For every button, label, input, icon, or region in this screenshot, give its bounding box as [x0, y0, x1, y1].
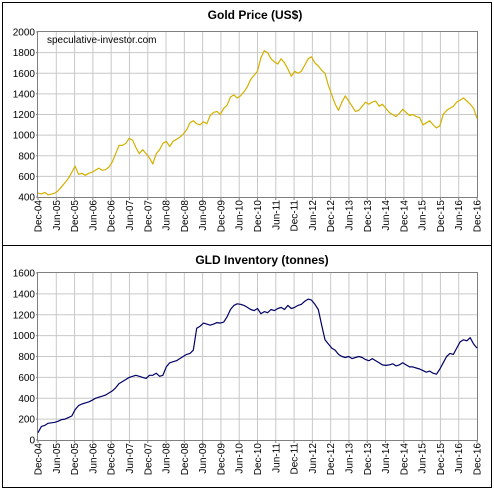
x-tick-label: Dec-15	[436, 443, 447, 476]
x-tick-label: Jun-09	[198, 443, 209, 474]
x-tick-label: Dec-16	[473, 443, 484, 476]
gld-y-axis: 0 200 400 600 800 1000 1200 1400 1600	[13, 269, 38, 447]
x-tick-label: Jun-08	[162, 200, 173, 231]
x-tick-label: Jun-11	[271, 443, 282, 473]
y-tick-label: 1200	[13, 110, 36, 121]
x-tick-label: Jun-11	[271, 200, 282, 230]
x-tick-label: Dec-14	[399, 443, 410, 476]
x-tick-label: Dec-15	[436, 200, 447, 233]
y-tick-label: 800	[18, 151, 35, 162]
y-tick-label: 200	[18, 415, 35, 426]
x-tick-label: Jun-07	[125, 443, 136, 474]
x-tick-label: Dec-16	[473, 200, 484, 233]
x-tick-label: Dec-06	[107, 200, 118, 233]
x-tick-label: Dec-13	[363, 200, 374, 233]
x-tick-label: Jun-16	[454, 443, 465, 474]
x-tick-label: Dec-11	[290, 443, 301, 475]
x-tick-label: Dec-08	[180, 443, 191, 476]
gld-grid	[38, 273, 477, 440]
x-tick-label: Dec-10	[253, 443, 264, 476]
x-tick-label: Jun-07	[125, 200, 136, 231]
y-tick-label: 1200	[13, 310, 36, 321]
x-tick-label: Jun-12	[308, 200, 319, 231]
x-tick-label: Jun-10	[235, 200, 246, 231]
x-tick-label: Dec-05	[70, 443, 81, 476]
y-tick-label: 400	[18, 193, 35, 204]
y-tick-label: 600	[18, 172, 35, 183]
x-tick-label: Dec-08	[180, 200, 191, 233]
gold-grid	[38, 32, 477, 197]
x-tick-label: Dec-09	[216, 200, 227, 233]
x-tick-label: Dec-07	[143, 443, 154, 476]
x-tick-label: Jun-13	[344, 443, 355, 474]
x-tick-label: Dec-04	[34, 200, 45, 233]
x-tick-label: Jun-13	[344, 200, 355, 231]
x-tick-label: Jun-16	[454, 200, 465, 231]
x-tick-label: Dec-13	[363, 443, 374, 476]
x-tick-label: Dec-04	[34, 443, 45, 476]
gold-series	[37, 49, 478, 196]
gold-y-axis: 400 600 800 1000 1200 1400 1600 1800 2000	[13, 28, 38, 204]
y-tick-label: 1600	[13, 69, 36, 80]
x-tick-label: Jun-08	[162, 443, 173, 474]
x-tick-label: Jun-15	[418, 200, 429, 231]
gold-x-axis: Dec-04 Jun-05 Dec-05 Jun-06 Dec-06 Jun-07 Dec-…	[34, 197, 484, 232]
y-tick-label: 800	[18, 352, 35, 363]
y-tick-label: 1800	[13, 48, 36, 59]
gld-series	[37, 298, 478, 433]
x-tick-label: Dec-06	[107, 443, 118, 476]
x-tick-label: Jun-05	[52, 443, 63, 474]
y-tick-label: 2000	[13, 28, 36, 39]
x-tick-label: Dec-10	[253, 200, 264, 233]
x-tick-label: Jun-14	[381, 443, 392, 474]
x-tick-label: Dec-12	[326, 443, 337, 476]
x-tick-label: Jun-06	[88, 443, 99, 474]
x-tick-label: Jun-10	[235, 443, 246, 474]
y-tick-label: 1600	[13, 269, 36, 280]
y-tick-label: 1400	[13, 289, 36, 300]
x-tick-label: Jun-15	[418, 443, 429, 474]
gld-inventory-line	[37, 298, 478, 433]
x-tick-label: Dec-14	[399, 200, 410, 233]
y-tick-label: 1000	[13, 131, 36, 142]
x-tick-label: Dec-05	[70, 200, 81, 233]
gld-x-axis: Dec-04 Jun-05 Dec-05 Jun-06 Dec-06 Jun-07 Dec-…	[34, 440, 484, 475]
y-tick-label: 1000	[13, 331, 36, 342]
gold-price-line	[37, 49, 478, 196]
x-tick-label: Jun-05	[52, 200, 63, 231]
gold-chart-title: Gold Price (US$)	[208, 8, 303, 22]
gld-chart-title: GLD Inventory (tonnes)	[195, 253, 328, 267]
x-tick-label: Dec-12	[326, 200, 337, 233]
y-tick-label: 0	[29, 436, 35, 447]
x-tick-label: Dec-07	[143, 200, 154, 233]
x-tick-label: Dec-09	[216, 443, 227, 476]
gold-price-panel: Gold Price (US$) speculative-investor.co…	[13, 8, 484, 232]
x-tick-label: Jun-12	[308, 443, 319, 474]
x-tick-label: Jun-09	[198, 200, 209, 231]
x-tick-label: Jun-14	[381, 200, 392, 231]
y-tick-label: 600	[18, 373, 35, 384]
x-tick-label: Jun-06	[88, 200, 99, 231]
watermark-text: speculative-investor.com	[47, 35, 157, 46]
y-tick-label: 1400	[13, 89, 36, 100]
x-tick-label: Dec-11	[290, 200, 301, 232]
y-tick-label: 400	[18, 394, 35, 405]
gld-inventory-panel: GLD Inventory (tonnes) 0 200 400 600 800 1000…	[13, 253, 484, 475]
